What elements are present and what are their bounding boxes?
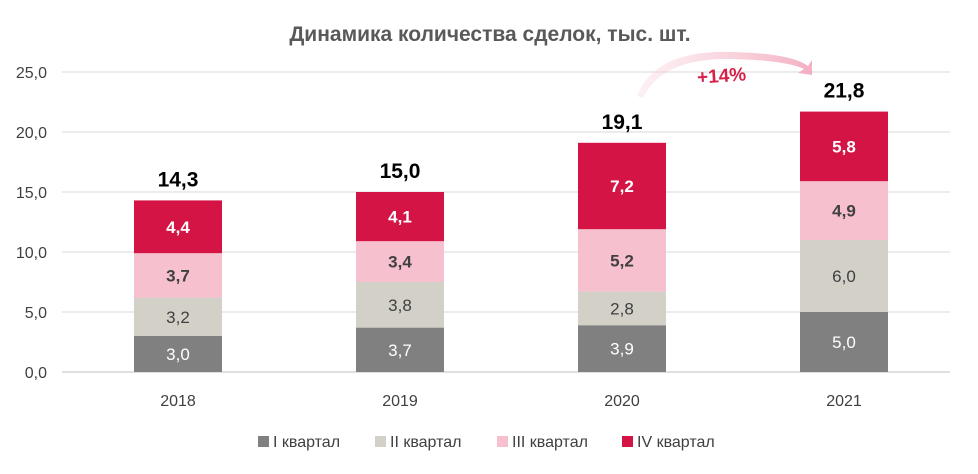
segment-label: 4,9 [832,202,856,221]
bar-segment [134,200,222,254]
y-tick-label: 25,0 [16,65,47,82]
growth-arrow-shape [637,51,812,98]
total-label: 21,8 [824,80,865,103]
segment-label: 3,8 [388,296,412,315]
bar-segment [578,142,666,230]
segment-label: 3,7 [388,341,412,360]
legend-swatch [375,436,386,447]
segment-label: 3,4 [388,253,412,272]
segment-label: 3,2 [166,308,190,327]
legend-swatch [497,436,508,447]
segment-label: 7,2 [610,177,634,196]
bar-segment [800,181,888,240]
y-tick-label: 10,0 [16,245,47,262]
chart-title: Динамика количества сделок, тыс. шт. [289,23,690,46]
bar-segment [134,297,222,336]
legend-label: IV квартал [637,434,715,451]
growth-label: +14% [696,64,747,88]
bars: 3,0 3,2 3,7 4,4 14,3 3,7 3,8 3,4 4,1 15,0 3,9 2,8 5,… [134,80,888,372]
bar-segment [800,111,888,182]
bar-segment [134,253,222,298]
segment-label: 3,7 [166,266,190,285]
bar-segment [356,282,444,328]
segment-label: 5,2 [610,251,634,270]
bar-segment [578,291,666,326]
x-tick-label: 2019 [382,393,418,410]
segment-label: 5,0 [832,333,856,352]
total-label: 15,0 [380,160,421,183]
segment-label: 2,8 [610,299,634,318]
x-tick-label: 2018 [160,393,196,410]
segment-label: 6,0 [832,267,856,286]
bar-segment [356,192,444,242]
segment-label: 3,0 [166,345,190,364]
total-label: 14,3 [158,168,199,191]
total-label: 19,1 [602,111,643,134]
bar-segment [800,312,888,372]
segment-label: 4,4 [166,218,190,237]
legend-label: I квартал [273,434,340,451]
legend-label: III квартал [512,434,588,451]
y-tick-label: 20,0 [16,125,47,142]
bar-segment [356,241,444,282]
segment-label: 5,8 [832,137,856,156]
bar-segment [578,229,666,292]
segment-label: 3,9 [610,340,634,359]
y-tick-label: 15,0 [16,185,47,202]
legend: I квартал II квартал III квартал IV квартал [258,434,715,451]
y-axis: 0,0 5,0 10,0 15,0 20,0 25,0 [16,65,47,382]
bar-segment [134,336,222,372]
bar-segment [356,327,444,372]
legend-swatch [622,436,633,447]
y-tick-label: 0,0 [25,365,47,382]
segment-label: 4,1 [388,208,412,227]
y-tick-label: 5,0 [25,305,47,322]
legend-label: II квартал [390,434,461,451]
growth-arrow: +14% [637,51,812,98]
x-tick-label: 2021 [826,393,862,410]
x-axis: 2018 2019 2020 2021 [160,393,862,410]
x-tick-label: 2020 [604,393,640,410]
legend-swatch [258,436,269,447]
bar-segment [578,325,666,372]
bar-segment [800,240,888,312]
